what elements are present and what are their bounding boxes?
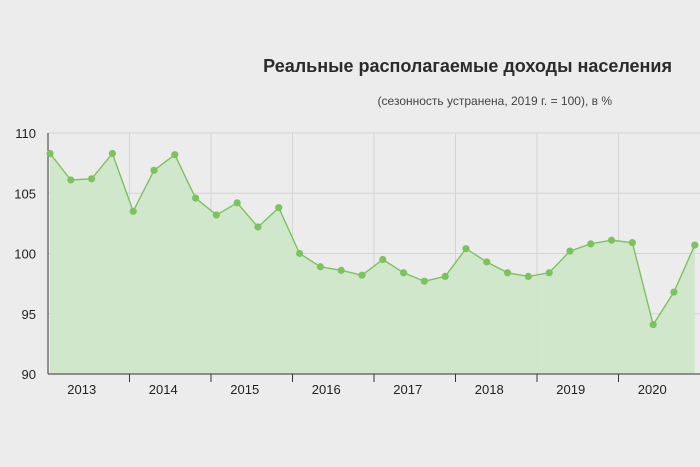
data-point xyxy=(150,166,158,174)
data-point xyxy=(462,245,470,253)
data-point xyxy=(399,269,408,277)
data-point xyxy=(337,266,345,274)
y-tick-label: 110 xyxy=(15,126,36,141)
data-point xyxy=(87,175,96,183)
data-point xyxy=(233,199,241,207)
y-tick-label: 105 xyxy=(14,186,36,201)
x-tick-label: 2020 xyxy=(638,382,667,397)
data-point xyxy=(275,204,283,212)
data-point xyxy=(524,272,532,280)
data-point xyxy=(316,263,324,271)
data-point xyxy=(691,241,699,249)
data-point xyxy=(649,320,657,329)
data-point xyxy=(628,239,636,247)
tick-labels: 90 95 100 105 110 2013 2014 2015 2016 2017 2018 201… xyxy=(14,126,666,397)
y-tick-label: 90 xyxy=(22,367,36,382)
data-point xyxy=(254,223,262,231)
data-point xyxy=(670,288,678,296)
data-point xyxy=(566,247,574,255)
data-point xyxy=(379,255,387,264)
x-tick-label: 2016 xyxy=(312,382,341,397)
axes xyxy=(47,133,700,382)
data-point xyxy=(67,176,75,184)
x-tick-label: 2017 xyxy=(393,382,422,397)
x-tick-label: 2013 xyxy=(67,382,96,397)
data-point xyxy=(483,258,491,266)
data-point xyxy=(358,271,366,279)
x-tick-label: 2018 xyxy=(475,382,504,397)
data-point xyxy=(295,249,304,258)
data-point xyxy=(171,151,179,159)
data-point xyxy=(108,149,116,158)
area-fill xyxy=(50,153,695,374)
data-point xyxy=(503,269,512,277)
chart-subtitle: (сезонность устранена, 2019 г. = 100), в… xyxy=(377,94,612,108)
data-point xyxy=(587,240,595,248)
series-line xyxy=(49,152,696,327)
x-tick-label: 2015 xyxy=(230,382,259,397)
data-point xyxy=(607,236,616,244)
series-area xyxy=(49,152,696,374)
data-point xyxy=(212,211,220,219)
data-point xyxy=(129,207,137,215)
data-point xyxy=(545,269,553,277)
y-tick-label: 100 xyxy=(14,247,36,262)
y-tick-label: 95 xyxy=(22,307,36,322)
data-point xyxy=(420,277,428,285)
data-point xyxy=(191,194,200,202)
chart-title: Реальные располагаемые доходы населения xyxy=(263,56,672,76)
x-tick-label: 2019 xyxy=(556,382,585,397)
x-tick-label: 2014 xyxy=(149,382,178,397)
data-point xyxy=(441,272,449,280)
data-point xyxy=(46,149,54,158)
series-markers xyxy=(46,149,699,329)
